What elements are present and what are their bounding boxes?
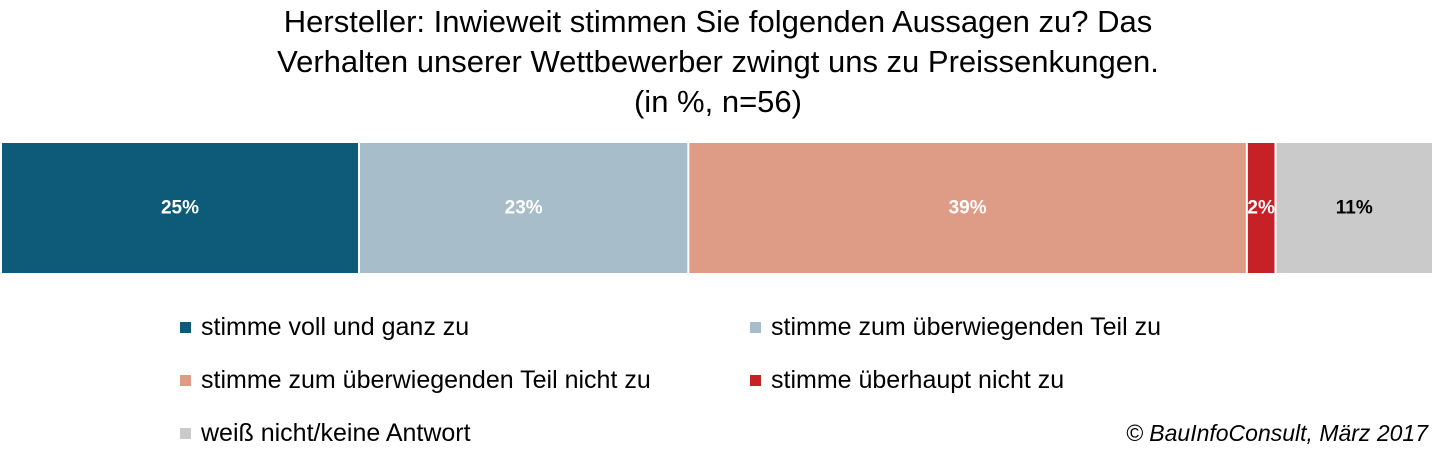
chart-title-line-1: Hersteller: Inwieweit stimmen Sie folgen… <box>283 4 1153 39</box>
bar-segment-3 <box>689 143 1246 273</box>
chart-title-line-3: (in %, n=56) <box>633 84 802 119</box>
bar-segment-5 <box>1276 143 1432 273</box>
bar-segment-label-5: 11% <box>1336 198 1373 219</box>
bar-segment-label-2: 23% <box>505 198 543 219</box>
bar-segment-4 <box>1247 143 1275 273</box>
source-note: © BauInfoConsult, März 2017 <box>1125 420 1428 446</box>
bar-segment-2 <box>360 143 688 273</box>
chart-title-line-2: Verhalten unserer Wettbewerber zwingt un… <box>277 44 1159 79</box>
bar-segment-label-1: 25% <box>161 198 199 219</box>
bar-segment-1 <box>2 143 358 273</box>
bar-segment-label-4: 2% <box>1247 198 1275 219</box>
chart-title: Hersteller: Inwieweit stimmen Sie folgen… <box>0 2 1436 122</box>
bar-segment-label-3: 39% <box>949 198 987 219</box>
